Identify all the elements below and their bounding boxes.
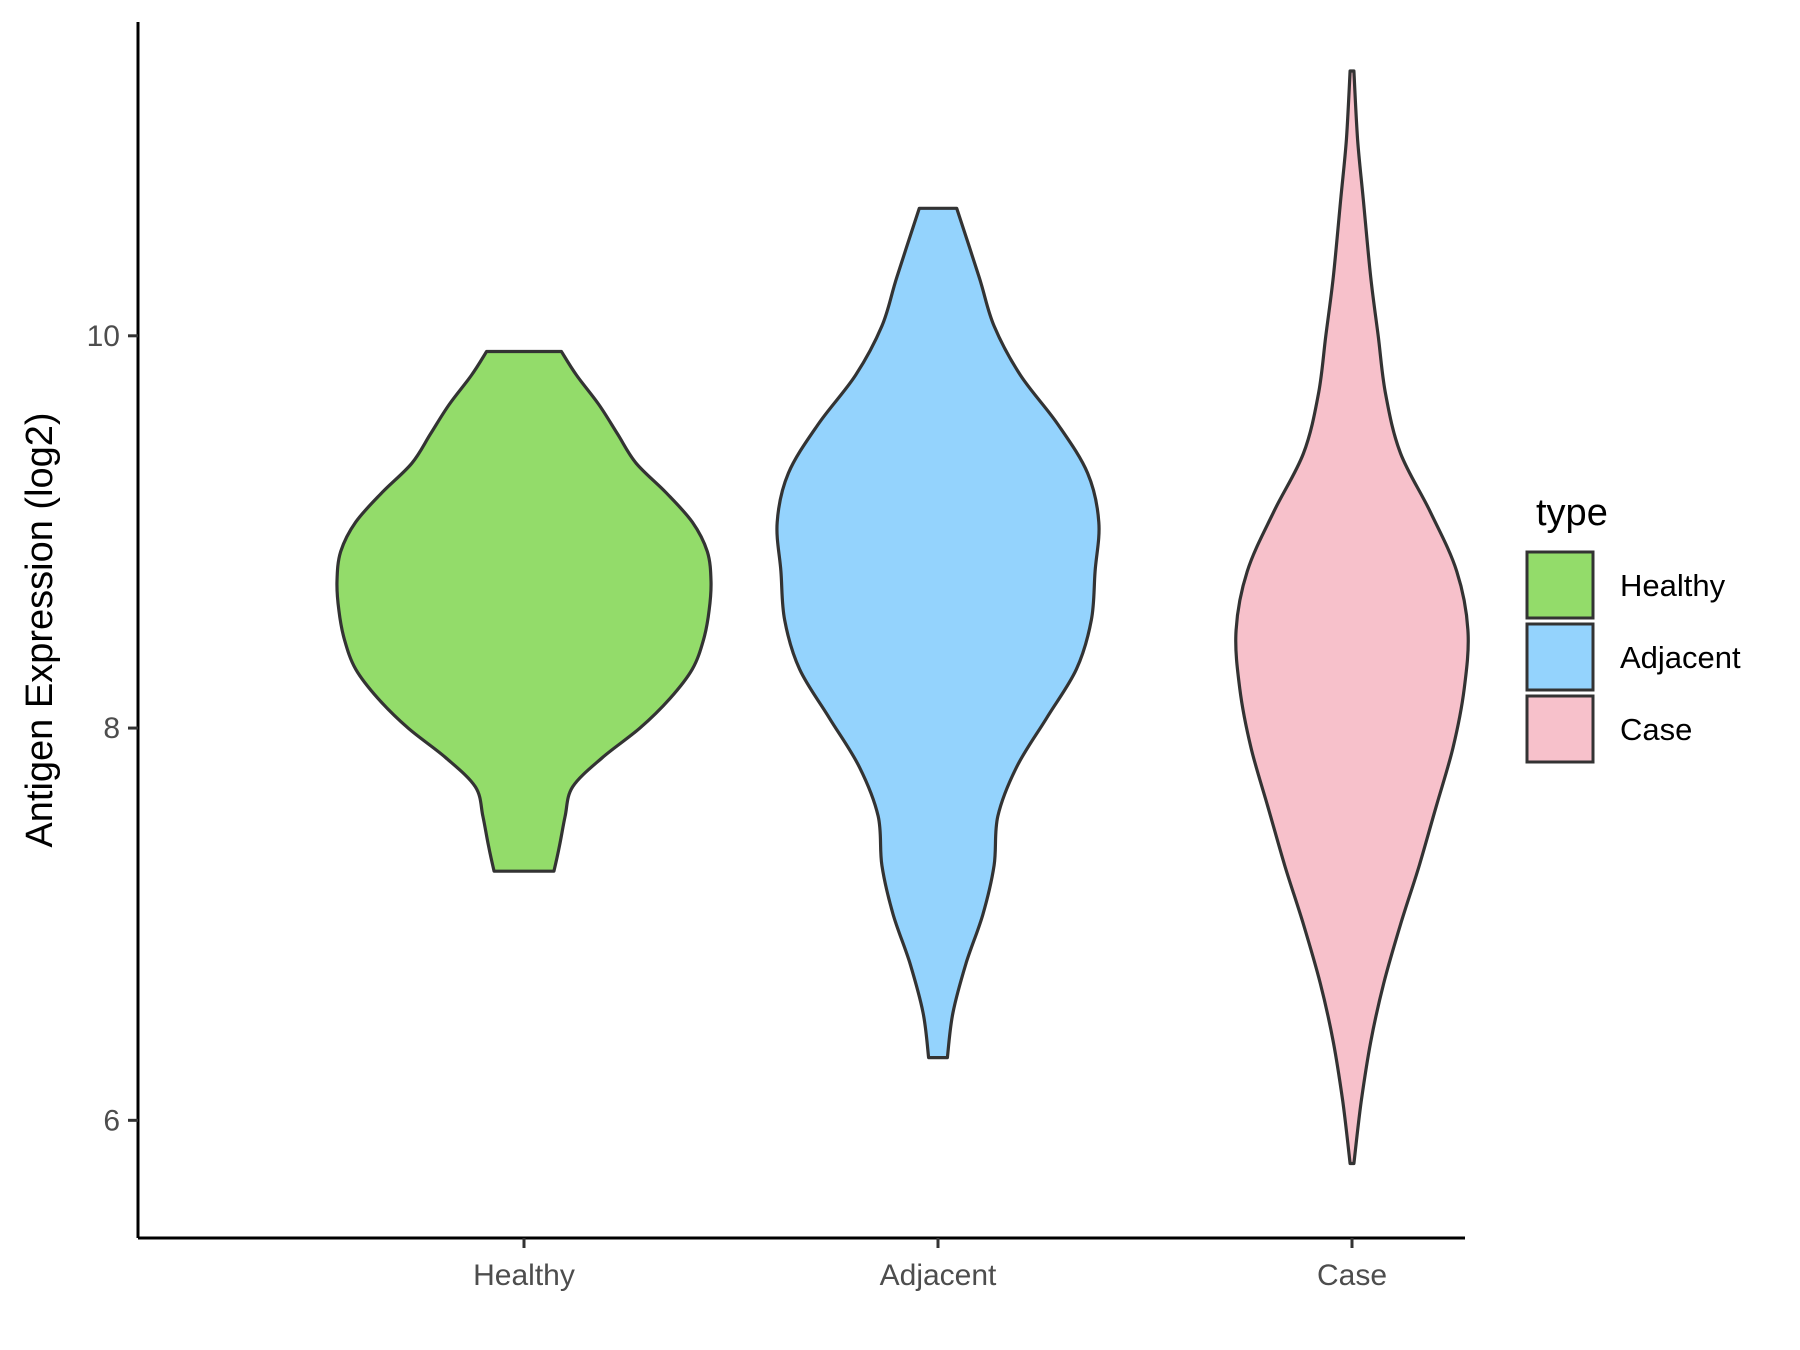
legend-label-healthy: Healthy — [1620, 568, 1726, 603]
x-tick-label: Case — [1317, 1259, 1387, 1292]
legend-label-adjacent: Adjacent — [1620, 640, 1741, 675]
axes: 6 8 10 Healthy Adjacent Case — [87, 22, 1465, 1292]
legend-label-case: Case — [1620, 712, 1692, 747]
y-tick-label: 6 — [103, 1104, 120, 1137]
legend-swatch-healthy — [1525, 550, 1595, 620]
violin-healthy — [335, 349, 713, 873]
x-tick-label: Healthy — [473, 1259, 575, 1292]
y-ticks: 6 8 10 — [87, 320, 138, 1137]
violin-group — [335, 69, 1470, 1166]
legend: type Healthy Adjacent Case — [1525, 492, 1741, 764]
legend-swatch-case — [1525, 694, 1595, 764]
y-axis-title: Antigen Expression (log2) — [19, 412, 61, 847]
legend-swatch-adjacent — [1525, 622, 1595, 692]
legend-items: Healthy Adjacent Case — [1525, 550, 1741, 764]
y-tick-label: 8 — [103, 712, 120, 745]
legend-title: type — [1536, 492, 1608, 534]
x-tick-label: Adjacent — [880, 1259, 997, 1292]
y-tick-label: 10 — [87, 320, 120, 353]
x-ticks: Healthy Adjacent Case — [473, 1238, 1387, 1292]
violin-adjacent — [775, 206, 1101, 1060]
violin-case — [1234, 69, 1470, 1166]
